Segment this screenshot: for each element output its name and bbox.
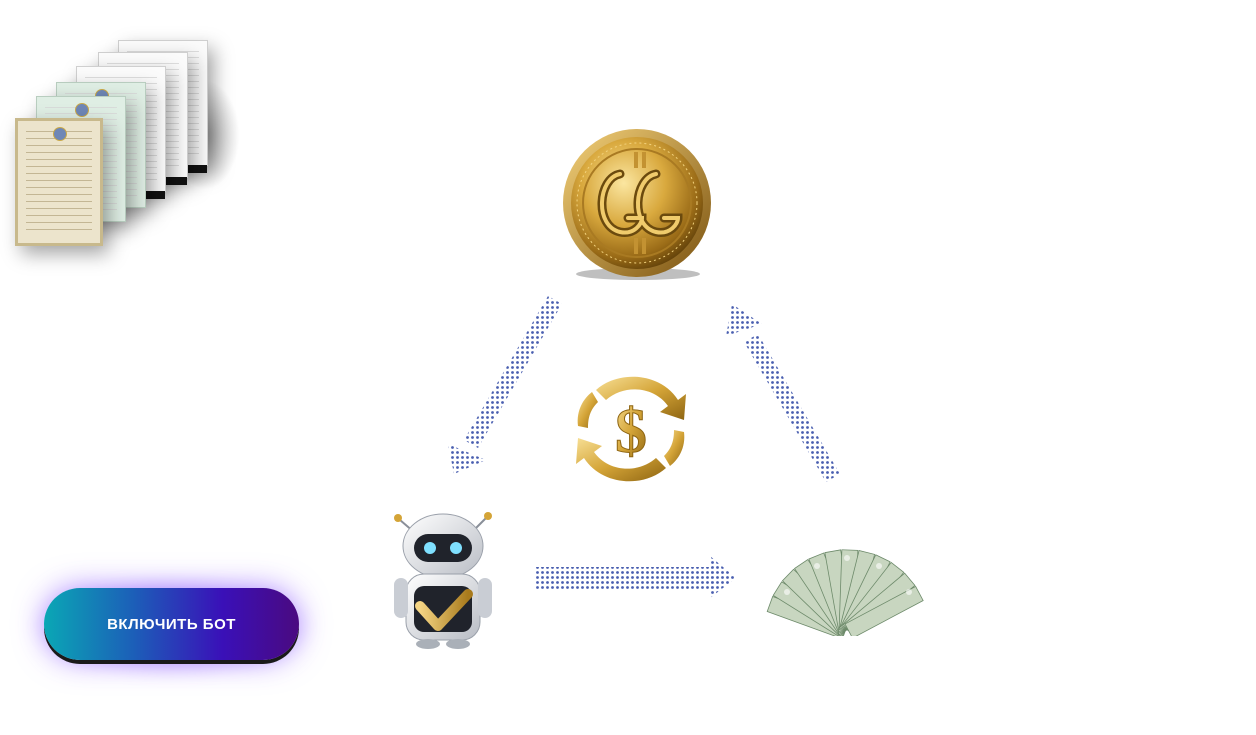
emblem-icon bbox=[53, 127, 67, 141]
enable-bot-button[interactable]: ВКЛЮЧИТЬ БОТ bbox=[44, 588, 299, 660]
emblem-icon bbox=[75, 103, 89, 117]
dollar-exchange-icon: $ bbox=[576, 376, 686, 482]
money-fan-icon bbox=[766, 549, 924, 636]
arrow-money-to-coin bbox=[726, 304, 840, 482]
certificates-stack bbox=[0, 20, 260, 270]
gold-coin-icon bbox=[563, 129, 711, 280]
dollar-sign-glyph: $ bbox=[615, 395, 647, 466]
arrow-robot-to-money bbox=[536, 556, 736, 598]
arrow-coin-to-robot bbox=[448, 296, 562, 474]
robot-icon bbox=[394, 512, 492, 649]
certificate-document-front bbox=[15, 118, 103, 246]
